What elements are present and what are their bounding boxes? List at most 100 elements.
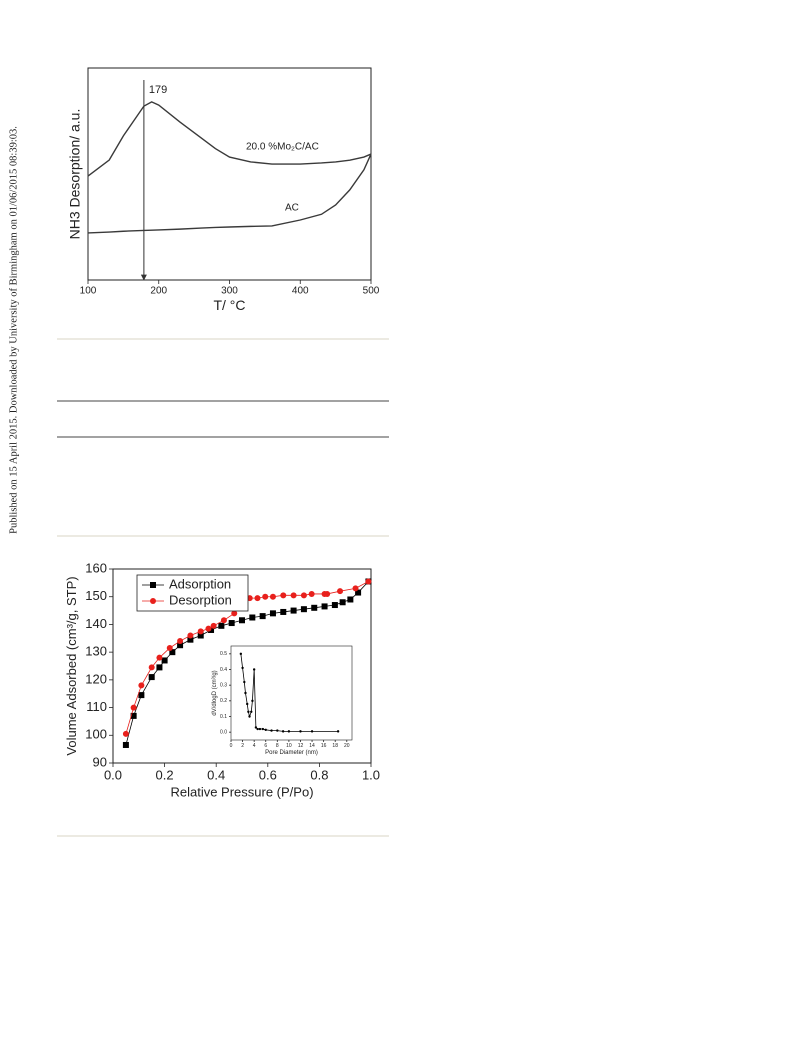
x-tick-label: 1.0 — [362, 768, 380, 783]
marker — [299, 730, 302, 733]
y-tick-label: 150 — [85, 588, 107, 603]
x-tick-label: 0.0 — [104, 768, 122, 783]
y-tick-label: 110 — [86, 699, 107, 714]
marker — [269, 610, 276, 617]
y-tick-label: 140 — [85, 616, 107, 631]
marker — [138, 682, 145, 689]
x-tick-label: 10 — [286, 743, 292, 749]
marker — [156, 664, 163, 671]
marker — [262, 593, 269, 600]
marker — [352, 585, 359, 592]
x-tick-label: 200 — [150, 286, 167, 297]
marker — [290, 607, 297, 614]
y-axis-label: Volume Adsorbed (cm³/g, STP) — [64, 576, 79, 755]
marker — [150, 598, 156, 604]
series-line — [87, 101, 372, 177]
x-axis-label: T/ °C — [213, 297, 245, 313]
marker — [311, 604, 318, 611]
legend-box — [136, 574, 249, 612]
marker — [261, 727, 265, 731]
marker — [220, 617, 227, 624]
marker — [251, 699, 254, 703]
marker — [347, 596, 354, 603]
marker — [166, 644, 173, 651]
y-tick-label: 0.4 — [220, 667, 227, 673]
x-axis-label: Relative Pressure (P/Po) — [170, 784, 313, 799]
marker — [122, 741, 129, 748]
marker — [365, 578, 372, 585]
y-tick-label: 0.0 — [220, 729, 227, 735]
marker — [252, 668, 256, 671]
series-label: 20.0 %Mo₂C/AC — [246, 142, 319, 153]
marker — [239, 652, 243, 656]
marker — [355, 589, 362, 596]
marker — [241, 666, 244, 670]
x-tick-label: 2 — [241, 743, 244, 749]
x-tick-label: 0.6 — [259, 768, 277, 783]
marker — [161, 657, 168, 664]
x-tick-label: 18 — [332, 743, 338, 749]
marker — [254, 726, 258, 729]
marker — [280, 608, 287, 615]
plot-frame — [87, 67, 372, 281]
marker — [324, 590, 331, 597]
marker — [130, 712, 137, 719]
marker — [228, 620, 235, 627]
y-tick-label: 0.2 — [220, 698, 227, 704]
marker — [308, 590, 315, 597]
marker — [148, 674, 155, 681]
marker — [300, 606, 307, 613]
marker — [250, 710, 253, 713]
marker — [169, 649, 176, 656]
y-axis-label: dV/dlogD (cm³/g) — [212, 670, 218, 715]
x-tick-label: 6 — [264, 743, 267, 749]
x-tick-label: 0.8 — [310, 768, 328, 783]
marker — [287, 730, 291, 733]
marker — [231, 610, 238, 617]
x-tick-label: 500 — [363, 286, 380, 297]
marker — [258, 727, 262, 731]
series-line — [87, 153, 372, 234]
marker — [281, 730, 285, 733]
marker — [148, 664, 155, 671]
x-tick-label: 8 — [276, 743, 279, 749]
marker — [130, 704, 137, 711]
x-tick-label: 400 — [292, 286, 309, 297]
marker — [336, 730, 340, 733]
marker — [156, 654, 163, 661]
marker — [247, 710, 250, 713]
marker — [337, 588, 344, 595]
y-tick-label: 0.5 — [220, 651, 227, 657]
marker — [246, 702, 249, 706]
marker — [210, 622, 217, 629]
plot-frame — [230, 645, 353, 741]
x-tick-label: 0.4 — [207, 768, 225, 783]
x-tick-label: 300 — [221, 286, 238, 297]
y-tick-label: 90 — [93, 754, 107, 769]
marker — [300, 592, 307, 599]
x-tick-label: 14 — [309, 743, 315, 749]
marker — [264, 728, 267, 732]
x-tick-label: 12 — [298, 743, 304, 749]
marker — [276, 729, 279, 732]
marker — [197, 628, 204, 635]
side-note: Published on 15 April 2015. Downloaded b… — [8, 126, 19, 534]
marker — [256, 727, 259, 731]
marker — [122, 730, 129, 737]
marker — [310, 730, 314, 733]
marker — [177, 638, 184, 645]
x-tick-label: 0.2 — [156, 768, 174, 783]
y-tick-label: 0.3 — [220, 682, 227, 688]
marker — [197, 632, 204, 639]
marker — [187, 632, 194, 639]
x-tick-label: 16 — [321, 743, 327, 749]
marker — [248, 715, 251, 718]
x-tick-label: 0 — [230, 743, 233, 749]
y-tick-label: 0.1 — [220, 714, 227, 720]
y-axis-label: NH3 Desorption/ a.u. — [67, 109, 83, 240]
series-label: AC — [285, 203, 299, 214]
marker — [331, 602, 338, 609]
marker — [270, 729, 273, 732]
marker — [254, 595, 261, 602]
